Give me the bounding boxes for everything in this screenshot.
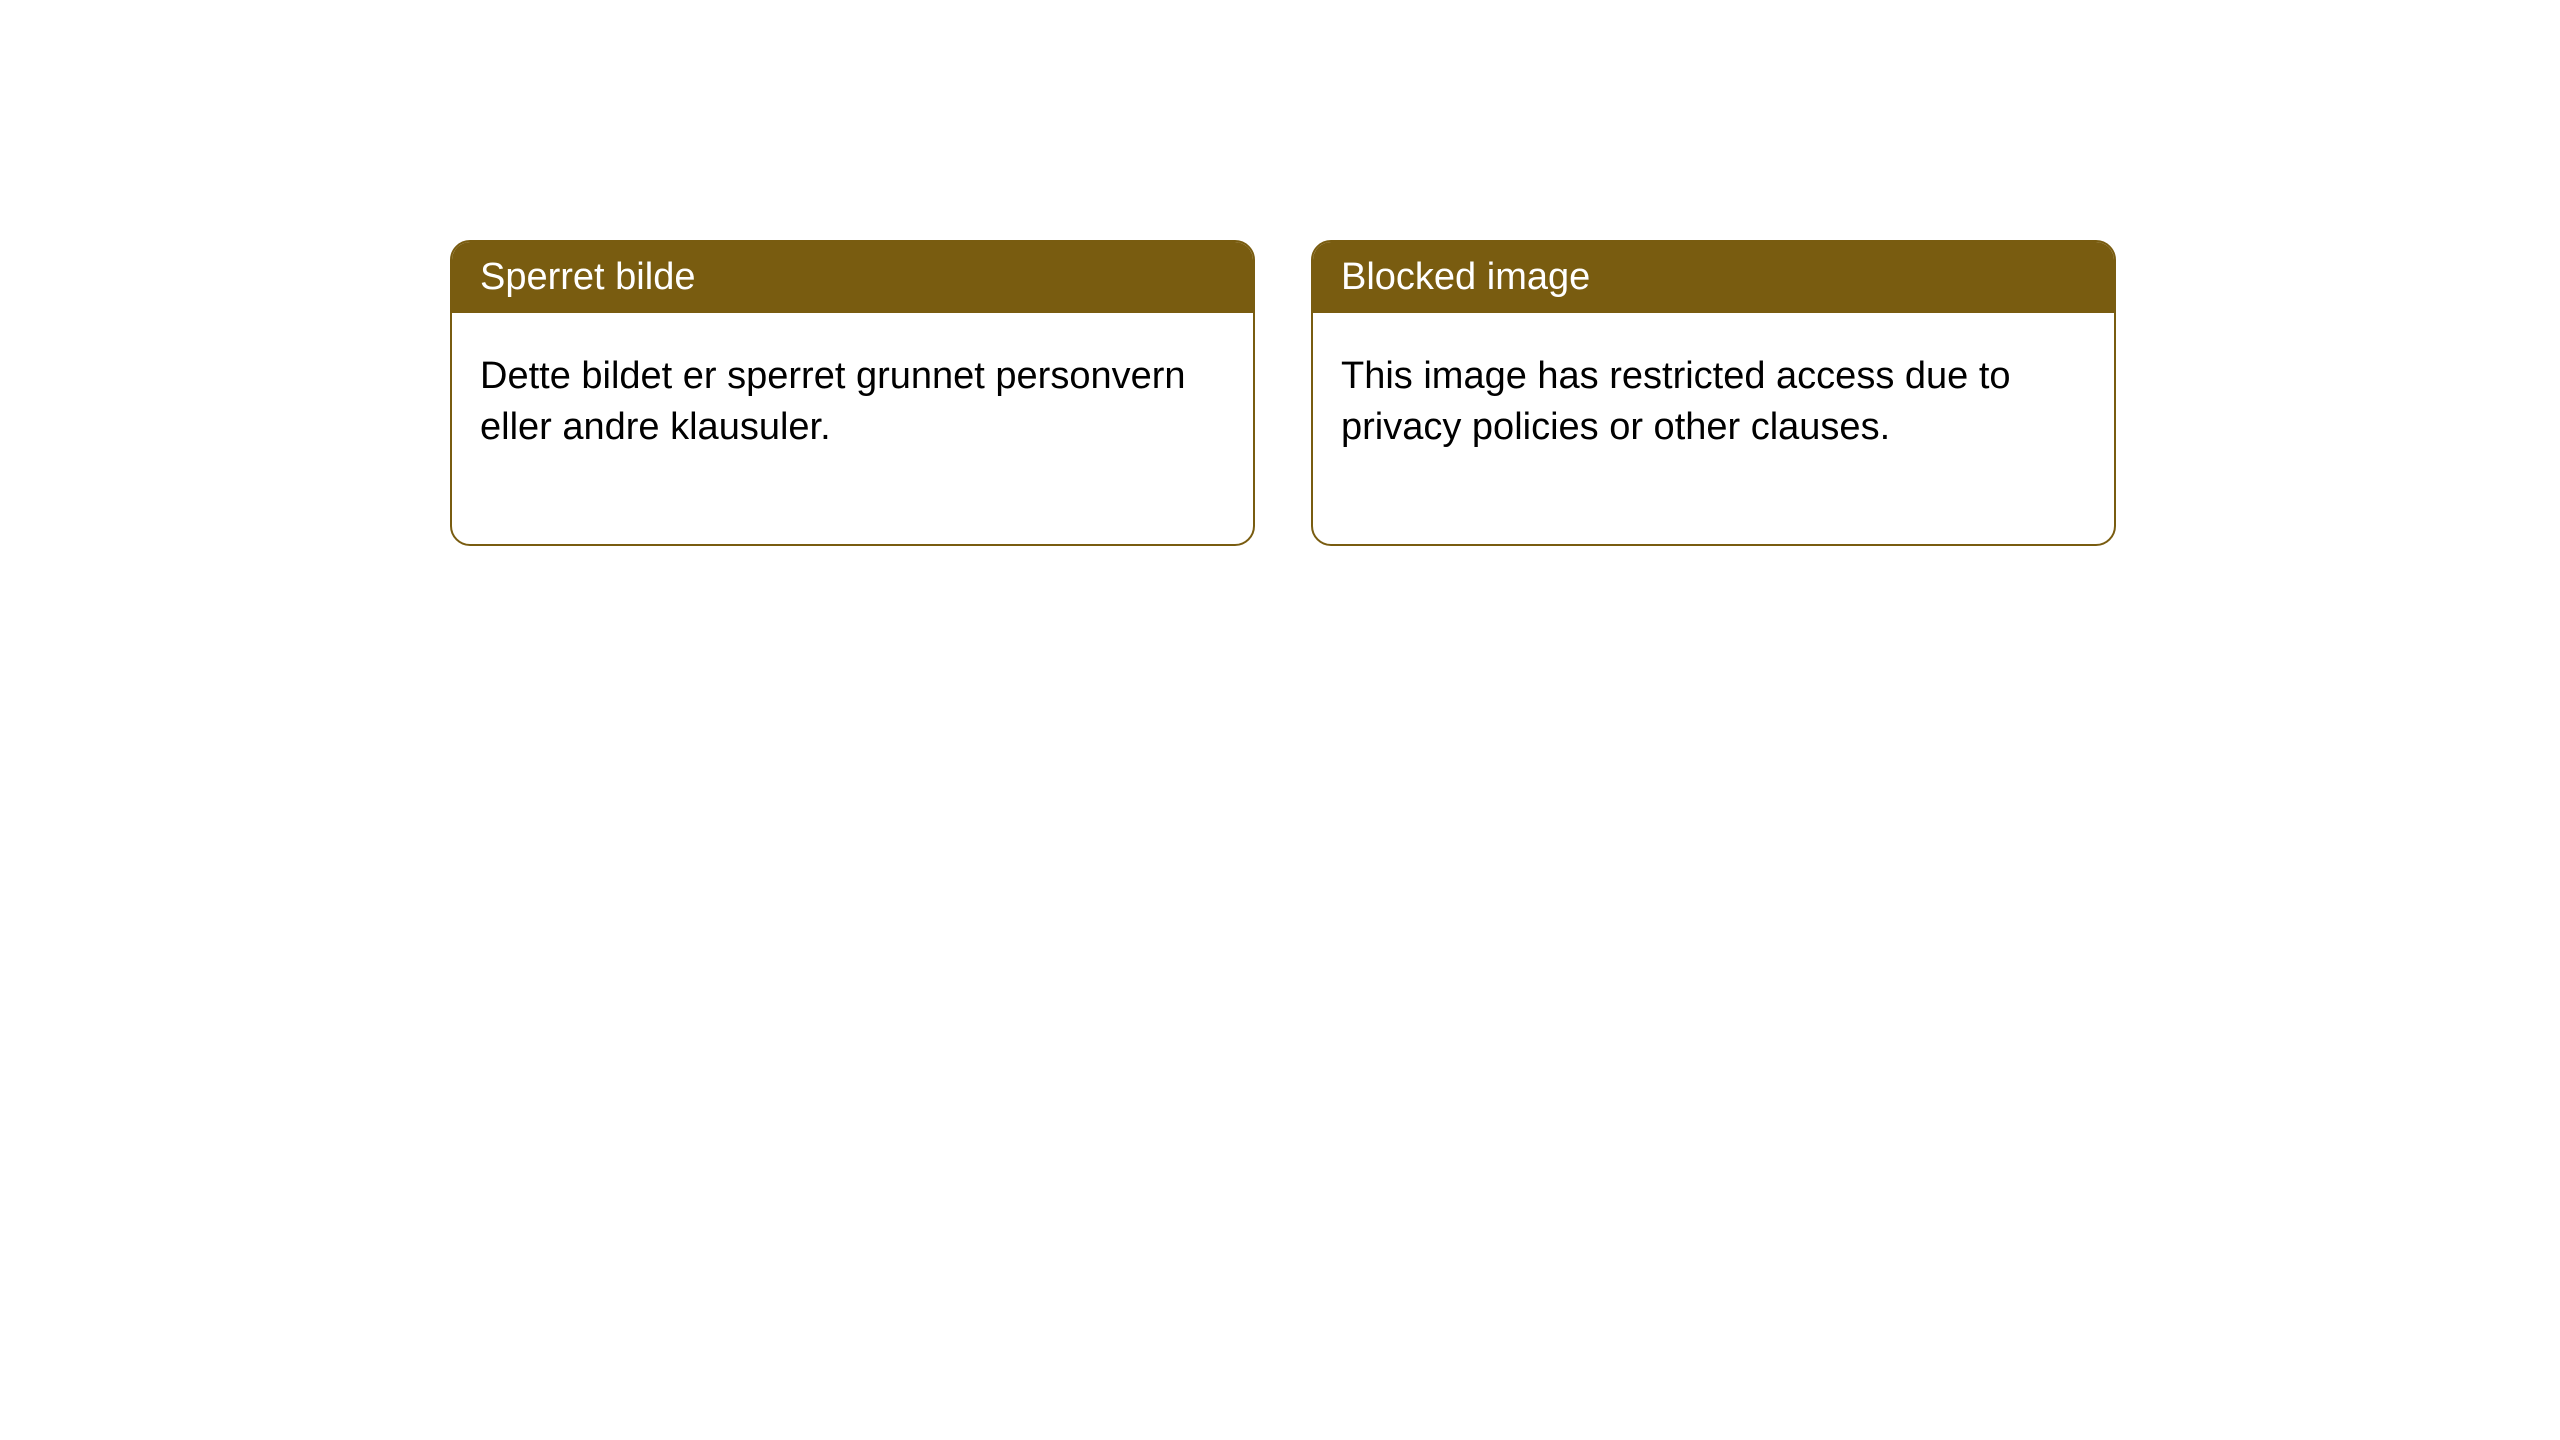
notice-cards-container: Sperret bilde Dette bildet er sperret gr…: [450, 240, 2116, 546]
notice-card-norwegian: Sperret bilde Dette bildet er sperret gr…: [450, 240, 1255, 546]
card-body-text: Dette bildet er sperret grunnet personve…: [480, 355, 1186, 448]
card-body-text: This image has restricted access due to …: [1341, 355, 2011, 448]
card-header: Blocked image: [1313, 242, 2114, 313]
notice-card-english: Blocked image This image has restricted …: [1311, 240, 2116, 546]
card-body: Dette bildet er sperret grunnet personve…: [452, 313, 1253, 544]
card-header: Sperret bilde: [452, 242, 1253, 313]
card-header-text: Blocked image: [1341, 256, 1590, 298]
card-body: This image has restricted access due to …: [1313, 313, 2114, 544]
card-header-text: Sperret bilde: [480, 256, 695, 298]
